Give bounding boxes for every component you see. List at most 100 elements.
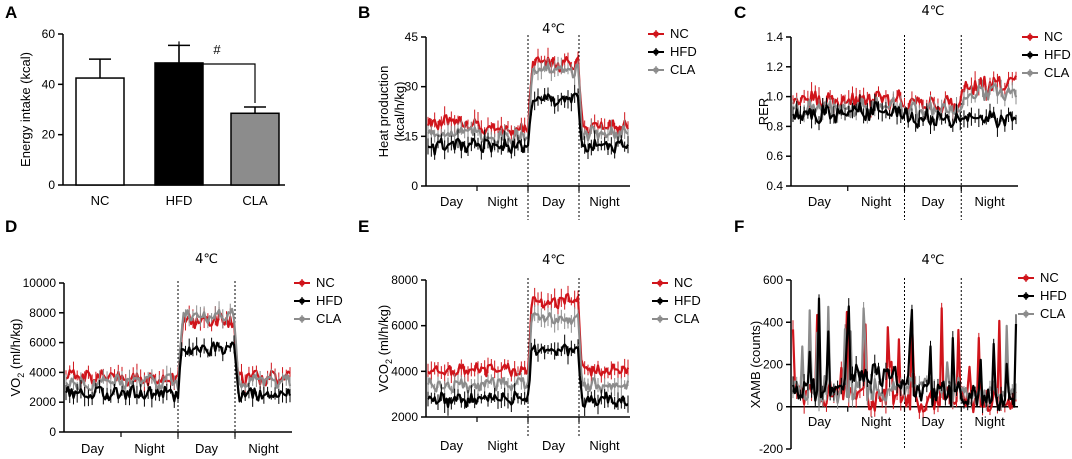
legend-label-hfd: HFD — [316, 293, 343, 308]
y-axis-label-main: VCO — [376, 364, 391, 392]
y-tick-label: 60 — [42, 27, 56, 41]
y-axis-label-units: (ml/h/kg) — [376, 305, 391, 359]
significance-label: # — [213, 42, 221, 57]
y-axis-label-main: VO — [8, 378, 23, 397]
y-tick-label: 4000 — [29, 365, 56, 379]
panel-c-rer-chart: 0.4 0.6 0.8 1.0 1.2 1.4 RER Day Night Day Night 4℃ N… — [756, 4, 1071, 220]
y-tick-label: 1.4 — [766, 30, 783, 44]
legend-label-nc: NC — [670, 26, 689, 41]
legend-marker-hfd — [299, 298, 305, 304]
legend-marker-cla — [299, 316, 305, 322]
y-tick-label: 1.0 — [766, 90, 783, 104]
x-tick-label: Night — [974, 194, 1005, 209]
panel-label-e: E — [358, 217, 369, 236]
x-tick-label: Day — [808, 194, 832, 209]
x-tick-label: Night — [487, 194, 518, 209]
series-hfd-line — [427, 343, 629, 409]
x-tick-label: Day — [921, 194, 945, 209]
legend-label-hfd: HFD — [670, 44, 697, 59]
legend-label-hfd: HFD — [1040, 288, 1067, 303]
x-tick-label: Day — [440, 194, 464, 209]
legend-marker-cla — [1023, 311, 1029, 317]
legend-label-cla: CLA — [316, 311, 342, 326]
legend-label-cla: CLA — [1040, 306, 1066, 321]
y-tick-label: 8000 — [29, 306, 56, 320]
y-axis-label: Heat production — [376, 66, 391, 158]
y-axis-label: VCO2 (ml/h/kg) — [376, 305, 394, 392]
x-tick-label: Night — [861, 194, 892, 209]
series-hfd-line — [791, 297, 1018, 412]
x-tick-label: HFD — [166, 193, 193, 208]
x-tick-label: Night — [974, 414, 1005, 429]
y-tick-label: 200 — [763, 358, 783, 372]
x-tick-label: Day — [81, 441, 105, 456]
bar-cla — [230, 112, 280, 186]
x-tick-label: Day — [808, 414, 832, 429]
x-tick-label: Day — [542, 438, 566, 453]
y-axis-label-units: (kcal/h/kg) — [392, 82, 407, 142]
x-tick-label: Day — [542, 194, 566, 209]
x-tick-label: Night — [487, 438, 518, 453]
y-tick-label: 400 — [763, 315, 783, 329]
y-tick-label: 4000 — [391, 364, 418, 378]
y-tick-label: 15 — [405, 129, 419, 143]
y-tick-label: 8000 — [391, 273, 418, 287]
y-axis-label: XAMB (counts) — [748, 321, 763, 408]
legend-label-cla: CLA — [674, 311, 700, 326]
cold-exposure-title: 4℃ — [195, 252, 218, 267]
y-tick-label: 0 — [48, 178, 55, 192]
panel-label-a: A — [5, 3, 17, 22]
y-axis-label-subscript: 2 — [16, 373, 26, 378]
y-tick-label: 2000 — [391, 410, 418, 424]
legend-label-hfd: HFD — [1044, 47, 1071, 62]
legend-marker-nc — [299, 280, 305, 286]
panel-b-heat-production-chart: 0 15 30 45 Heat production (kcal/h/kg) Day Nigh… — [376, 22, 697, 220]
panel-label-f: F — [734, 217, 744, 236]
cold-exposure-title: 4℃ — [542, 253, 565, 268]
legend-marker-nc — [653, 31, 659, 37]
cold-exposure-title: 4℃ — [921, 253, 944, 268]
y-axis-label: RER — [756, 98, 771, 125]
x-tick-label: Night — [134, 441, 165, 456]
x-tick-label: Day — [195, 441, 219, 456]
y-tick-label: 0.6 — [766, 149, 783, 163]
y-axis-label-subscript: 2 — [384, 359, 394, 364]
y-tick-label: -200 — [759, 442, 783, 456]
y-tick-label: 600 — [763, 273, 783, 287]
y-tick-label: 10000 — [23, 276, 57, 290]
panel-label-c: C — [734, 3, 746, 22]
legend-marker-hfd — [653, 49, 659, 55]
legend-marker-nc — [1023, 275, 1029, 281]
cold-exposure-title: 4℃ — [542, 22, 565, 37]
panel-label-b: B — [358, 3, 370, 22]
legend-marker-nc — [657, 280, 663, 286]
panel-d-vo2-chart: 0 2000 4000 6000 8000 10000 VO2 (ml/h/kg) Day Ni… — [8, 252, 343, 456]
legend-label-nc: NC — [674, 275, 693, 290]
series-hfd-line — [791, 101, 1017, 129]
y-axis-label: Energy intake (kcal) — [18, 52, 33, 167]
panel-e-vco2-chart: 2000 4000 6000 8000 VCO2 (ml/h/kg) Day Night Da… — [376, 253, 701, 453]
legend-label-nc: NC — [316, 275, 335, 290]
x-tick-label: CLA — [242, 193, 268, 208]
y-tick-label: 0 — [49, 425, 56, 439]
y-tick-label: 40 — [42, 77, 56, 91]
legend-label-nc: NC — [1040, 270, 1059, 285]
y-tick-label: 6000 — [29, 336, 56, 350]
cold-exposure-title: 4℃ — [921, 4, 944, 19]
series-hfd-line — [64, 341, 292, 403]
x-tick-label: Day — [440, 438, 464, 453]
y-tick-label: 0.8 — [766, 119, 783, 133]
panel-label-d: D — [5, 217, 17, 236]
bar-hfd — [154, 62, 204, 186]
y-tick-label: 45 — [405, 30, 419, 44]
legend-marker-hfd — [1023, 293, 1029, 299]
series-cla-line — [426, 312, 630, 394]
legend-marker-hfd — [657, 298, 663, 304]
x-tick-label: NC — [91, 193, 110, 208]
y-tick-label: 6000 — [391, 319, 418, 333]
y-tick-label: 0 — [776, 400, 783, 414]
legend-label-cla: CLA — [670, 62, 696, 77]
x-tick-label: Night — [589, 438, 620, 453]
panel-f-xamb-chart: -200 0 200 400 600 XAMB (counts) Day Night Day Ni… — [748, 253, 1067, 456]
